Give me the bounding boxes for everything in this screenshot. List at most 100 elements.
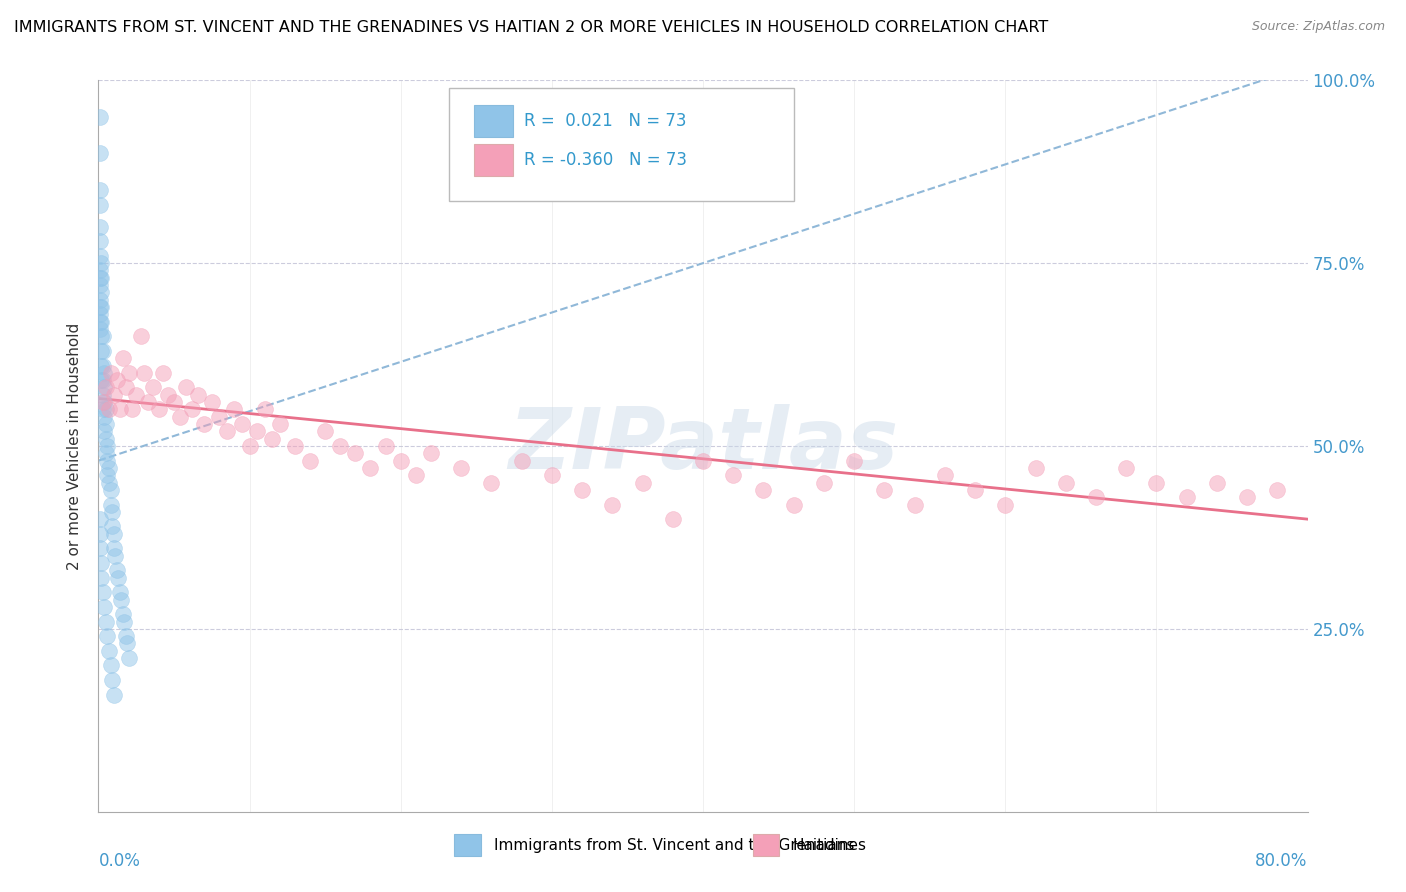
Point	[994, 498, 1017, 512]
Point	[94, 417, 117, 431]
Point	[89, 110, 111, 124]
Point	[1206, 475, 1229, 490]
Point	[94, 432, 117, 446]
Point	[201, 395, 224, 409]
Point	[108, 402, 131, 417]
Point	[224, 402, 246, 417]
Point	[89, 278, 111, 293]
Point	[89, 300, 111, 314]
Point	[752, 483, 775, 497]
Point	[148, 402, 170, 417]
Point	[104, 549, 127, 563]
Point	[602, 498, 624, 512]
Point	[90, 315, 112, 329]
Point	[89, 234, 111, 248]
Point	[94, 402, 117, 417]
Point	[91, 329, 114, 343]
Point	[510, 453, 533, 467]
Point	[112, 615, 135, 629]
Point	[965, 483, 987, 497]
Point	[96, 468, 118, 483]
Point	[89, 263, 111, 277]
Point	[284, 439, 307, 453]
Point	[89, 307, 111, 321]
Point	[904, 498, 927, 512]
Point	[163, 395, 186, 409]
Text: 80.0%: 80.0%	[1256, 852, 1308, 870]
Point	[94, 380, 117, 394]
Point	[89, 322, 111, 336]
Point	[100, 498, 122, 512]
Point	[813, 475, 835, 490]
Point	[110, 592, 132, 607]
Point	[193, 417, 215, 431]
Point	[103, 688, 125, 702]
FancyBboxPatch shape	[454, 834, 481, 856]
Point	[89, 512, 111, 526]
Point	[108, 585, 131, 599]
Point	[692, 453, 714, 467]
Point	[89, 270, 111, 285]
Point	[215, 425, 238, 439]
Point	[93, 380, 115, 394]
Point	[96, 629, 118, 643]
Point	[101, 519, 124, 533]
Point	[100, 483, 122, 497]
Point	[125, 388, 148, 402]
Point	[114, 629, 136, 643]
Point	[844, 453, 866, 467]
Point	[93, 599, 115, 614]
Point	[105, 373, 128, 387]
Y-axis label: 2 or more Vehicles in Household: 2 or more Vehicles in Household	[67, 322, 83, 570]
Point	[103, 541, 125, 556]
Point	[94, 615, 117, 629]
Point	[101, 505, 124, 519]
Point	[90, 256, 112, 270]
Point	[269, 417, 291, 431]
Point	[101, 673, 124, 687]
Point	[239, 439, 262, 453]
Point	[111, 351, 134, 366]
Point	[187, 388, 209, 402]
Point	[1175, 490, 1198, 504]
Point	[253, 402, 276, 417]
Point	[783, 498, 806, 512]
Point	[94, 446, 117, 460]
Point	[96, 439, 118, 453]
Point	[90, 571, 112, 585]
Point	[631, 475, 654, 490]
Point	[723, 468, 745, 483]
Text: Immigrants from St. Vincent and the Grenadines: Immigrants from St. Vincent and the Gren…	[494, 838, 866, 853]
Text: ZIPatlas: ZIPatlas	[508, 404, 898, 488]
Point	[142, 380, 165, 394]
Point	[91, 402, 114, 417]
Point	[107, 571, 129, 585]
Point	[96, 453, 118, 467]
Point	[174, 380, 197, 394]
Point	[344, 446, 367, 460]
Point	[111, 607, 134, 622]
Text: Haitians: Haitians	[793, 838, 855, 853]
Point	[90, 329, 112, 343]
Point	[389, 453, 412, 467]
Point	[103, 388, 125, 402]
Point	[118, 651, 141, 665]
Point	[299, 453, 322, 467]
Point	[91, 388, 114, 402]
Point	[136, 395, 159, 409]
Point	[93, 366, 115, 380]
Point	[314, 425, 336, 439]
FancyBboxPatch shape	[752, 834, 779, 856]
Point	[91, 585, 114, 599]
Point	[90, 556, 112, 570]
FancyBboxPatch shape	[474, 105, 513, 137]
Point	[231, 417, 253, 431]
Point	[208, 409, 231, 424]
Point	[93, 395, 115, 409]
Point	[1236, 490, 1258, 504]
Point	[105, 563, 128, 577]
Point	[89, 183, 111, 197]
Point	[118, 366, 141, 380]
Text: R = -0.360   N = 73: R = -0.360 N = 73	[524, 151, 688, 169]
Point	[89, 219, 111, 234]
